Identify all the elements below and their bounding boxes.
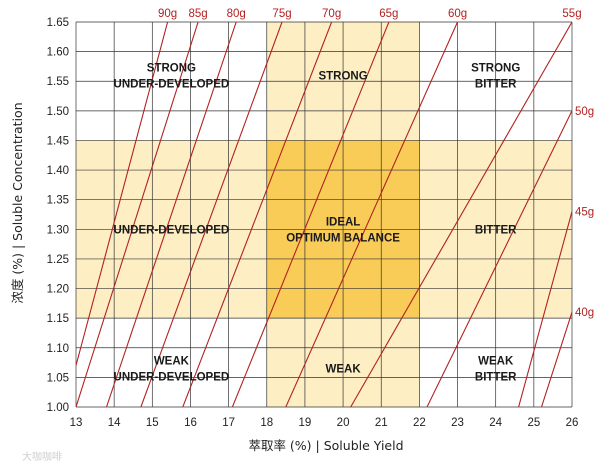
y-tick-label: 1.00 (47, 402, 69, 414)
x-tick-label: 26 (566, 417, 579, 429)
brew-ratio-line (285, 22, 459, 407)
x-tick-label: 16 (184, 417, 197, 429)
grid (75, 21, 573, 408)
brew-ratio-line (105, 22, 237, 407)
y-tick-label: 1.55 (47, 76, 69, 88)
y-tick-label: 1.15 (47, 313, 69, 325)
y-tick-label: 1.35 (47, 195, 69, 207)
brew-ratio-line (231, 22, 390, 407)
brew-ratio-line (182, 22, 333, 407)
y-tick-label: 1.20 (47, 284, 69, 296)
brew-ratio-label: 80g (227, 8, 246, 20)
x-axis-title: 萃取率 (%) | Soluble Yield (248, 438, 403, 453)
x-tick-label: 24 (489, 417, 502, 429)
brew-ratio-label: 55g (562, 8, 581, 20)
zone-label: BITTER (475, 224, 517, 236)
y-tick-label: 1.05 (47, 372, 69, 384)
y-tick-label: 1.10 (47, 343, 69, 355)
zone-label: OPTIMUM BALANCE (286, 232, 400, 244)
x-tick-label: 17 (222, 417, 235, 429)
brew-ratio-label: 75g (272, 8, 291, 20)
brew-ratio-line (140, 22, 283, 407)
x-tick-label: 15 (146, 417, 159, 429)
x-tick-label: 14 (108, 417, 121, 429)
y-tick-label: 1.25 (47, 254, 69, 266)
x-tick-label: 19 (299, 417, 312, 429)
brew-ratio-label: 70g (322, 8, 341, 20)
brew-ratio-label: 65g (379, 8, 398, 20)
brew-ratio-lines: 90g 85g 80g 75g 70g 65g 60g 55g 50g 45g 40g (76, 8, 594, 407)
zone-labels: STRONG UNDER-DEVELOPED STRONG STRONG BITTER U… (114, 62, 521, 383)
zone-label: BITTER (475, 372, 517, 384)
brew-ratio-label: 60g (448, 8, 467, 20)
zone-label: UNDER-DEVELOPED (114, 372, 230, 384)
brew-ratio-line (518, 211, 572, 407)
y-tick-label: 1.60 (47, 47, 69, 59)
zone-label: WEAK (326, 364, 362, 376)
y-tick-label: 1.50 (47, 106, 69, 118)
x-tick-label: 20 (337, 417, 350, 429)
y-axis-title: 浓度 (%) | Soluble Concentration (10, 102, 25, 303)
y-tick-label: 1.30 (47, 224, 69, 236)
x-axis-ticks: 13 14 15 16 17 18 19 20 21 22 23 24 25 26 (70, 417, 579, 429)
y-axis-ticks: 1.00 1.05 1.10 1.15 1.20 1.25 1.30 1.35 1.40 1.45… (47, 17, 69, 414)
brew-ratio-line (426, 110, 572, 407)
brew-ratio-line (76, 22, 199, 407)
watermark-text: 大咖咖啡 (22, 450, 62, 463)
zone-label: WEAK (154, 356, 190, 368)
y-tick-label: 1.65 (47, 17, 69, 29)
brew-ratio-label: 40g (575, 307, 594, 319)
x-tick-label: 21 (375, 417, 388, 429)
zone-label: STRONG (471, 62, 520, 74)
zone-label: WEAK (478, 356, 514, 368)
brew-ratio-line (76, 22, 169, 366)
brew-ratio-label: 45g (575, 207, 594, 219)
x-tick-label: 13 (70, 417, 83, 429)
zone-label: UNDER-DEVELOPED (114, 78, 230, 90)
x-tick-label: 23 (451, 417, 464, 429)
zone-label: BITTER (475, 78, 517, 90)
zone-label: STRONG (147, 62, 196, 74)
x-tick-label: 25 (527, 417, 540, 429)
x-tick-label: 22 (413, 417, 426, 429)
brew-ratio-label: 85g (188, 8, 207, 20)
x-tick-label: 18 (260, 417, 273, 429)
brew-ratio-line (540, 312, 572, 407)
brew-ratio-label: 50g (575, 106, 594, 118)
brew-ratio-label: 90g (158, 8, 177, 20)
zone-label: UNDER-DEVELOPED (114, 224, 230, 236)
brew-ratio-line (350, 22, 572, 407)
zone-label: IDEAL (326, 216, 361, 228)
y-tick-label: 1.45 (47, 135, 69, 147)
zone-label: STRONG (318, 70, 367, 82)
y-tick-label: 1.40 (47, 165, 69, 177)
